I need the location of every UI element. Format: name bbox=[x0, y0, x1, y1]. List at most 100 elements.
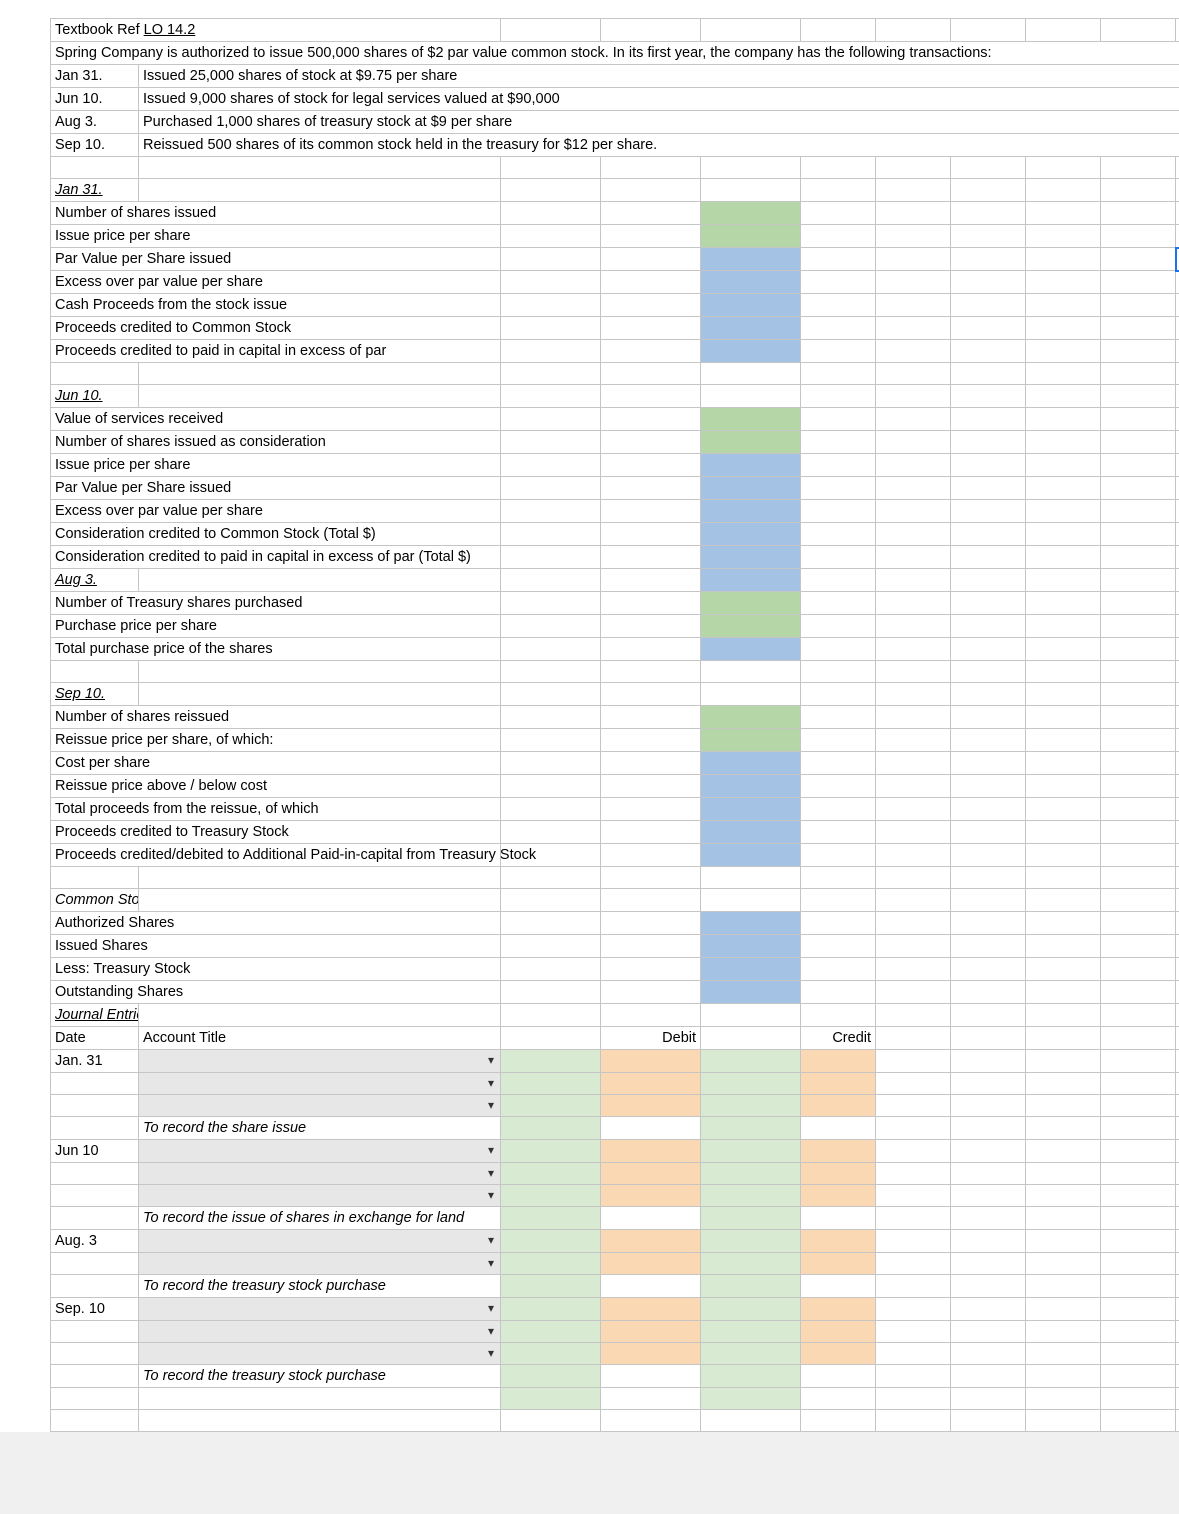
cell[interactable] bbox=[1026, 1365, 1101, 1388]
cell[interactable] bbox=[1026, 1163, 1101, 1185]
cell[interactable] bbox=[876, 1073, 951, 1095]
cell[interactable] bbox=[876, 546, 951, 569]
input-cell[interactable] bbox=[701, 706, 801, 729]
cell[interactable] bbox=[1101, 752, 1176, 775]
cell[interactable] bbox=[1101, 615, 1176, 638]
cell[interactable] bbox=[701, 1140, 801, 1163]
cell[interactable] bbox=[1101, 248, 1176, 271]
cell[interactable] bbox=[501, 912, 601, 935]
cell[interactable] bbox=[1101, 1298, 1176, 1321]
input-cell[interactable] bbox=[701, 340, 801, 363]
cell[interactable] bbox=[951, 1343, 1026, 1365]
cell[interactable] bbox=[801, 638, 876, 661]
cell[interactable] bbox=[801, 729, 876, 752]
credit-cell[interactable] bbox=[801, 1140, 876, 1163]
cell[interactable] bbox=[876, 981, 951, 1004]
cell[interactable] bbox=[951, 752, 1026, 775]
cell[interactable] bbox=[701, 1117, 801, 1140]
cell[interactable] bbox=[501, 981, 601, 1004]
cell[interactable] bbox=[501, 615, 601, 638]
credit-cell[interactable] bbox=[801, 1321, 876, 1343]
cell[interactable] bbox=[501, 1230, 601, 1253]
cell[interactable] bbox=[701, 157, 801, 179]
cell[interactable] bbox=[1176, 1321, 1179, 1343]
debit-cell[interactable] bbox=[601, 1343, 701, 1365]
cell[interactable] bbox=[801, 19, 876, 42]
cell[interactable] bbox=[876, 340, 951, 363]
cell[interactable] bbox=[501, 19, 601, 42]
cell[interactable] bbox=[876, 1050, 951, 1073]
credit-cell[interactable] bbox=[801, 1163, 876, 1185]
cell[interactable] bbox=[801, 569, 876, 592]
cell[interactable] bbox=[951, 1073, 1026, 1095]
cell[interactable] bbox=[601, 661, 701, 683]
cell[interactable] bbox=[876, 592, 951, 615]
cell[interactable] bbox=[501, 408, 601, 431]
cell[interactable] bbox=[876, 1185, 951, 1207]
cell[interactable] bbox=[501, 1410, 601, 1432]
cell[interactable] bbox=[601, 225, 701, 248]
cell[interactable] bbox=[801, 202, 876, 225]
cell[interactable] bbox=[139, 179, 501, 202]
cell[interactable] bbox=[601, 569, 701, 592]
cell[interactable] bbox=[1026, 889, 1101, 912]
input-cell[interactable] bbox=[701, 821, 801, 844]
cell[interactable] bbox=[1026, 317, 1101, 340]
cell[interactable] bbox=[1101, 1050, 1176, 1073]
cell[interactable] bbox=[1176, 1140, 1179, 1163]
cell[interactable] bbox=[876, 1388, 951, 1410]
cell[interactable] bbox=[501, 592, 601, 615]
cell[interactable] bbox=[1176, 821, 1179, 844]
account-title-dropdown[interactable] bbox=[139, 1230, 501, 1253]
cell[interactable] bbox=[951, 981, 1026, 1004]
cell[interactable] bbox=[951, 1410, 1026, 1432]
cell[interactable] bbox=[601, 935, 701, 958]
cell[interactable] bbox=[501, 1253, 601, 1275]
cell[interactable] bbox=[1176, 523, 1179, 546]
cell[interactable] bbox=[801, 1388, 876, 1410]
cell[interactable] bbox=[701, 1004, 801, 1027]
cell[interactable] bbox=[1176, 569, 1179, 592]
cell[interactable] bbox=[876, 867, 951, 889]
input-cell[interactable] bbox=[701, 935, 801, 958]
cell[interactable] bbox=[876, 317, 951, 340]
account-title-dropdown[interactable] bbox=[139, 1253, 501, 1275]
cell[interactable] bbox=[951, 454, 1026, 477]
cell[interactable] bbox=[951, 271, 1026, 294]
cell[interactable] bbox=[951, 523, 1026, 546]
input-cell[interactable] bbox=[701, 294, 801, 317]
input-cell[interactable] bbox=[701, 431, 801, 454]
cell[interactable] bbox=[801, 844, 876, 867]
cell[interactable] bbox=[501, 431, 601, 454]
cell[interactable] bbox=[1026, 661, 1101, 683]
cell[interactable] bbox=[601, 271, 701, 294]
worksheet-table[interactable]: Textbook Ref LO 14.2Spring Company is au… bbox=[50, 18, 1179, 1432]
cell[interactable] bbox=[601, 844, 701, 867]
cell[interactable] bbox=[701, 661, 801, 683]
cell[interactable] bbox=[876, 271, 951, 294]
cell[interactable] bbox=[701, 1275, 801, 1298]
cell[interactable] bbox=[1101, 385, 1176, 408]
cell[interactable] bbox=[51, 157, 139, 179]
cell[interactable] bbox=[951, 912, 1026, 935]
cell[interactable] bbox=[1101, 202, 1176, 225]
cell[interactable] bbox=[501, 683, 601, 706]
cell[interactable] bbox=[951, 248, 1026, 271]
cell[interactable] bbox=[501, 248, 601, 271]
cell[interactable] bbox=[1176, 752, 1179, 775]
cell[interactable] bbox=[876, 225, 951, 248]
cell[interactable] bbox=[501, 317, 601, 340]
cell[interactable] bbox=[801, 385, 876, 408]
cell[interactable] bbox=[1176, 1004, 1179, 1027]
cell[interactable] bbox=[876, 1230, 951, 1253]
cell[interactable] bbox=[501, 752, 601, 775]
cell[interactable] bbox=[1101, 19, 1176, 42]
credit-cell[interactable] bbox=[801, 1185, 876, 1207]
cell[interactable] bbox=[801, 798, 876, 821]
cell[interactable] bbox=[1026, 1117, 1101, 1140]
input-cell[interactable] bbox=[701, 798, 801, 821]
cell[interactable] bbox=[801, 706, 876, 729]
cell[interactable] bbox=[801, 867, 876, 889]
cell[interactable] bbox=[501, 1073, 601, 1095]
cell[interactable] bbox=[1101, 271, 1176, 294]
